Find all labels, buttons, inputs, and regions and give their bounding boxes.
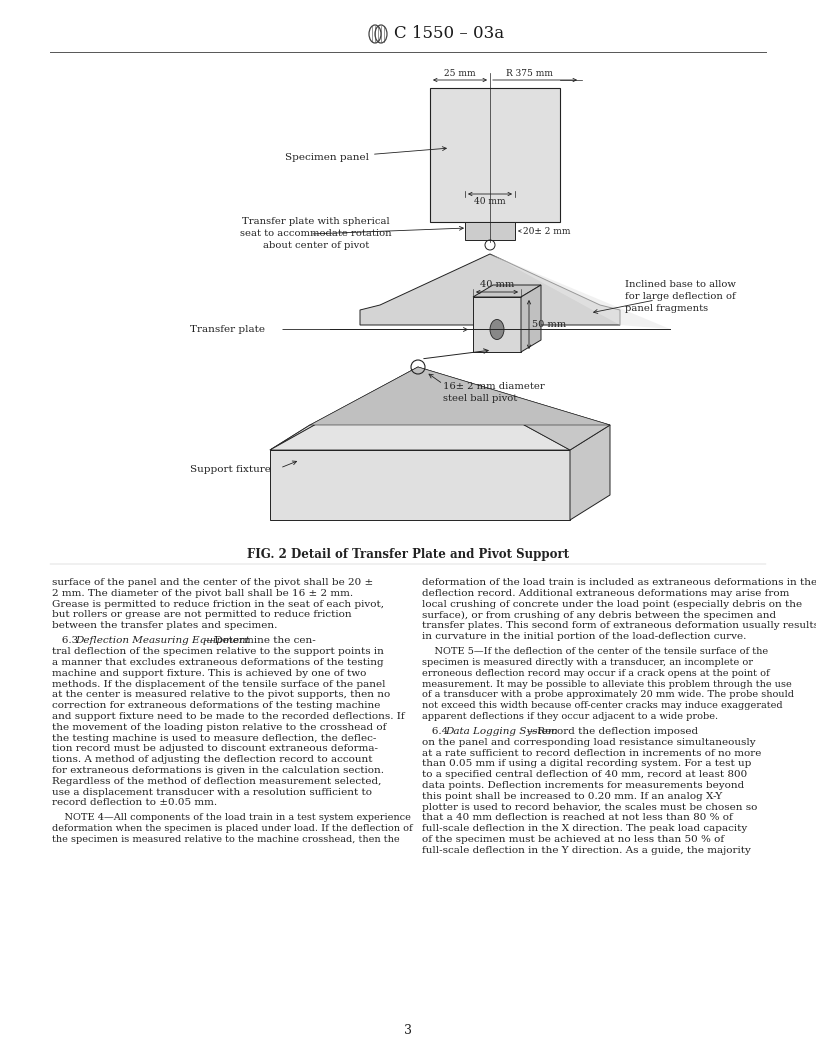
Text: at a rate sufficient to record deflection in increments of no more: at a rate sufficient to record deflectio… xyxy=(422,749,761,757)
Text: full-scale deflection in the X direction. The peak load capacity: full-scale deflection in the X direction… xyxy=(422,825,747,833)
Text: local crushing of concrete under the load point (especially debris on the: local crushing of concrete under the loa… xyxy=(422,600,802,608)
Text: than 0.05 mm if using a digital recording system. For a test up: than 0.05 mm if using a digital recordin… xyxy=(422,759,752,769)
Text: deformation when the specimen is placed under load. If the deflection of: deformation when the specimen is placed … xyxy=(52,825,413,833)
Text: Regardless of the method of deflection measurement selected,: Regardless of the method of deflection m… xyxy=(52,777,381,786)
Polygon shape xyxy=(270,367,418,450)
Polygon shape xyxy=(473,285,541,297)
Text: methods. If the displacement of the tensile surface of the panel: methods. If the displacement of the tens… xyxy=(52,679,385,689)
Polygon shape xyxy=(310,367,610,425)
Text: —Record the deflection imposed: —Record the deflection imposed xyxy=(526,727,698,736)
Text: Inclined base to allow
for large deflection of
panel fragments: Inclined base to allow for large deflect… xyxy=(625,280,736,313)
Text: between the transfer plates and specimen.: between the transfer plates and specimen… xyxy=(52,621,277,630)
Text: on the panel and corresponding load resistance simultaneously: on the panel and corresponding load resi… xyxy=(422,738,756,747)
Text: Data Logging System: Data Logging System xyxy=(445,727,558,736)
Text: NOTE 4—All components of the load train in a test system experience: NOTE 4—All components of the load train … xyxy=(52,813,411,823)
Text: 16± 2 mm diameter
steel ball pivot: 16± 2 mm diameter steel ball pivot xyxy=(443,382,545,402)
Text: 40 mm: 40 mm xyxy=(474,197,506,206)
Text: C 1550 – 03a: C 1550 – 03a xyxy=(394,25,504,42)
Text: transfer plates. This second form of extraneous deformation usually results: transfer plates. This second form of ext… xyxy=(422,621,816,630)
Text: Specimen panel: Specimen panel xyxy=(285,147,446,163)
Polygon shape xyxy=(521,285,541,352)
Text: NOTE 5—If the deflection of the center of the tensile surface of the: NOTE 5—If the deflection of the center o… xyxy=(422,647,768,656)
Text: 2 mm. The diameter of the pivot ball shall be 16 ± 2 mm.: 2 mm. The diameter of the pivot ball sha… xyxy=(52,589,353,598)
Polygon shape xyxy=(418,367,610,450)
Text: 20± 2 mm: 20± 2 mm xyxy=(523,226,570,235)
Text: Transfer plate with spherical
seat to accommodate rotation
about center of pivot: Transfer plate with spherical seat to ac… xyxy=(240,216,392,249)
Ellipse shape xyxy=(490,320,504,339)
Text: of a transducer with a probe approximately 20 mm wide. The probe should: of a transducer with a probe approximate… xyxy=(422,691,794,699)
Text: measurement. It may be possible to alleviate this problem through the use: measurement. It may be possible to allev… xyxy=(422,679,792,689)
Text: erroneous deflection record may occur if a crack opens at the point of: erroneous deflection record may occur if… xyxy=(422,668,769,678)
Text: in curvature in the initial portion of the load-deflection curve.: in curvature in the initial portion of t… xyxy=(422,631,747,641)
Polygon shape xyxy=(570,425,610,520)
Text: full-scale deflection in the Y direction. As a guide, the majority: full-scale deflection in the Y direction… xyxy=(422,846,751,855)
Text: not exceed this width because off-center cracks may induce exaggerated: not exceed this width because off-center… xyxy=(422,701,783,710)
Text: surface of the panel and the center of the pivot shall be 20 ±: surface of the panel and the center of t… xyxy=(52,578,373,587)
Text: deflection record. Additional extraneous deformations may arise from: deflection record. Additional extraneous… xyxy=(422,589,789,598)
Text: Deflection Measuring Equipment: Deflection Measuring Equipment xyxy=(75,637,250,645)
Text: to a specified central deflection of 40 mm, record at least 800: to a specified central deflection of 40 … xyxy=(422,770,747,779)
Text: Transfer plate: Transfer plate xyxy=(190,325,265,334)
Text: and support fixture need to be made to the recorded deflections. If: and support fixture need to be made to t… xyxy=(52,712,405,721)
Polygon shape xyxy=(490,254,670,329)
Text: FIG. 2 Detail of Transfer Plate and Pivot Support: FIG. 2 Detail of Transfer Plate and Pivo… xyxy=(247,548,569,561)
Text: —Determine the cen-: —Determine the cen- xyxy=(204,637,316,645)
Text: the specimen is measured relative to the machine crosshead, then the: the specimen is measured relative to the… xyxy=(52,835,400,844)
Text: R 375 mm: R 375 mm xyxy=(507,69,553,78)
Text: 6.4: 6.4 xyxy=(422,727,448,736)
Text: Grease is permitted to reduce friction in the seat of each pivot,: Grease is permitted to reduce friction i… xyxy=(52,600,384,608)
Polygon shape xyxy=(270,450,570,520)
Polygon shape xyxy=(473,297,521,352)
Text: Support fixture: Support fixture xyxy=(190,466,271,474)
Text: 6.3: 6.3 xyxy=(52,637,78,645)
Text: this point shall be increased to 0.20 mm. If an analog X-Y: this point shall be increased to 0.20 mm… xyxy=(422,792,722,800)
Text: that a 40 mm deflection is reached at not less than 80 % of: that a 40 mm deflection is reached at no… xyxy=(422,813,733,823)
Text: apparent deflections if they occur adjacent to a wide probe.: apparent deflections if they occur adjac… xyxy=(422,712,718,721)
Text: at the center is measured relative to the pivot supports, then no: at the center is measured relative to th… xyxy=(52,691,390,699)
Text: 50 mm: 50 mm xyxy=(532,320,566,329)
Text: a manner that excludes extraneous deformations of the testing: a manner that excludes extraneous deform… xyxy=(52,658,384,667)
Text: for extraneous deformations is given in the calculation section.: for extraneous deformations is given in … xyxy=(52,766,384,775)
Text: machine and support fixture. This is achieved by one of two: machine and support fixture. This is ach… xyxy=(52,668,366,678)
Text: but rollers or grease are not permitted to reduce friction: but rollers or grease are not permitted … xyxy=(52,610,352,620)
Text: tions. A method of adjusting the deflection record to account: tions. A method of adjusting the deflect… xyxy=(52,755,372,765)
Text: 40 mm: 40 mm xyxy=(480,280,514,289)
Text: data points. Deflection increments for measurements beyond: data points. Deflection increments for m… xyxy=(422,781,744,790)
Text: tion record must be adjusted to discount extraneous deforma-: tion record must be adjusted to discount… xyxy=(52,744,378,753)
Bar xyxy=(430,88,560,222)
Text: surface), or from crushing of any debris between the specimen and: surface), or from crushing of any debris… xyxy=(422,610,776,620)
Text: plotter is used to record behavior, the scales must be chosen so: plotter is used to record behavior, the … xyxy=(422,803,757,812)
Text: 25 mm: 25 mm xyxy=(444,69,476,78)
Polygon shape xyxy=(270,367,570,450)
Polygon shape xyxy=(360,254,620,325)
Text: the movement of the loading piston relative to the crosshead of: the movement of the loading piston relat… xyxy=(52,722,386,732)
Text: of the specimen must be achieved at no less than 50 % of: of the specimen must be achieved at no l… xyxy=(422,835,724,844)
Bar xyxy=(465,222,515,240)
Text: 3: 3 xyxy=(404,1023,412,1037)
Text: tral deflection of the specimen relative to the support points in: tral deflection of the specimen relative… xyxy=(52,647,384,656)
Polygon shape xyxy=(270,425,610,450)
Text: correction for extraneous deformations of the testing machine: correction for extraneous deformations o… xyxy=(52,701,380,710)
Text: specimen is measured directly with a transducer, an incomplete or: specimen is measured directly with a tra… xyxy=(422,658,753,667)
Text: record deflection to ±0.05 mm.: record deflection to ±0.05 mm. xyxy=(52,798,217,808)
Text: use a displacement transducer with a resolution sufficient to: use a displacement transducer with a res… xyxy=(52,788,372,796)
Text: deformation of the load train is included as extraneous deformations in the: deformation of the load train is include… xyxy=(422,578,816,587)
Text: the testing machine is used to measure deflection, the deflec-: the testing machine is used to measure d… xyxy=(52,734,376,742)
